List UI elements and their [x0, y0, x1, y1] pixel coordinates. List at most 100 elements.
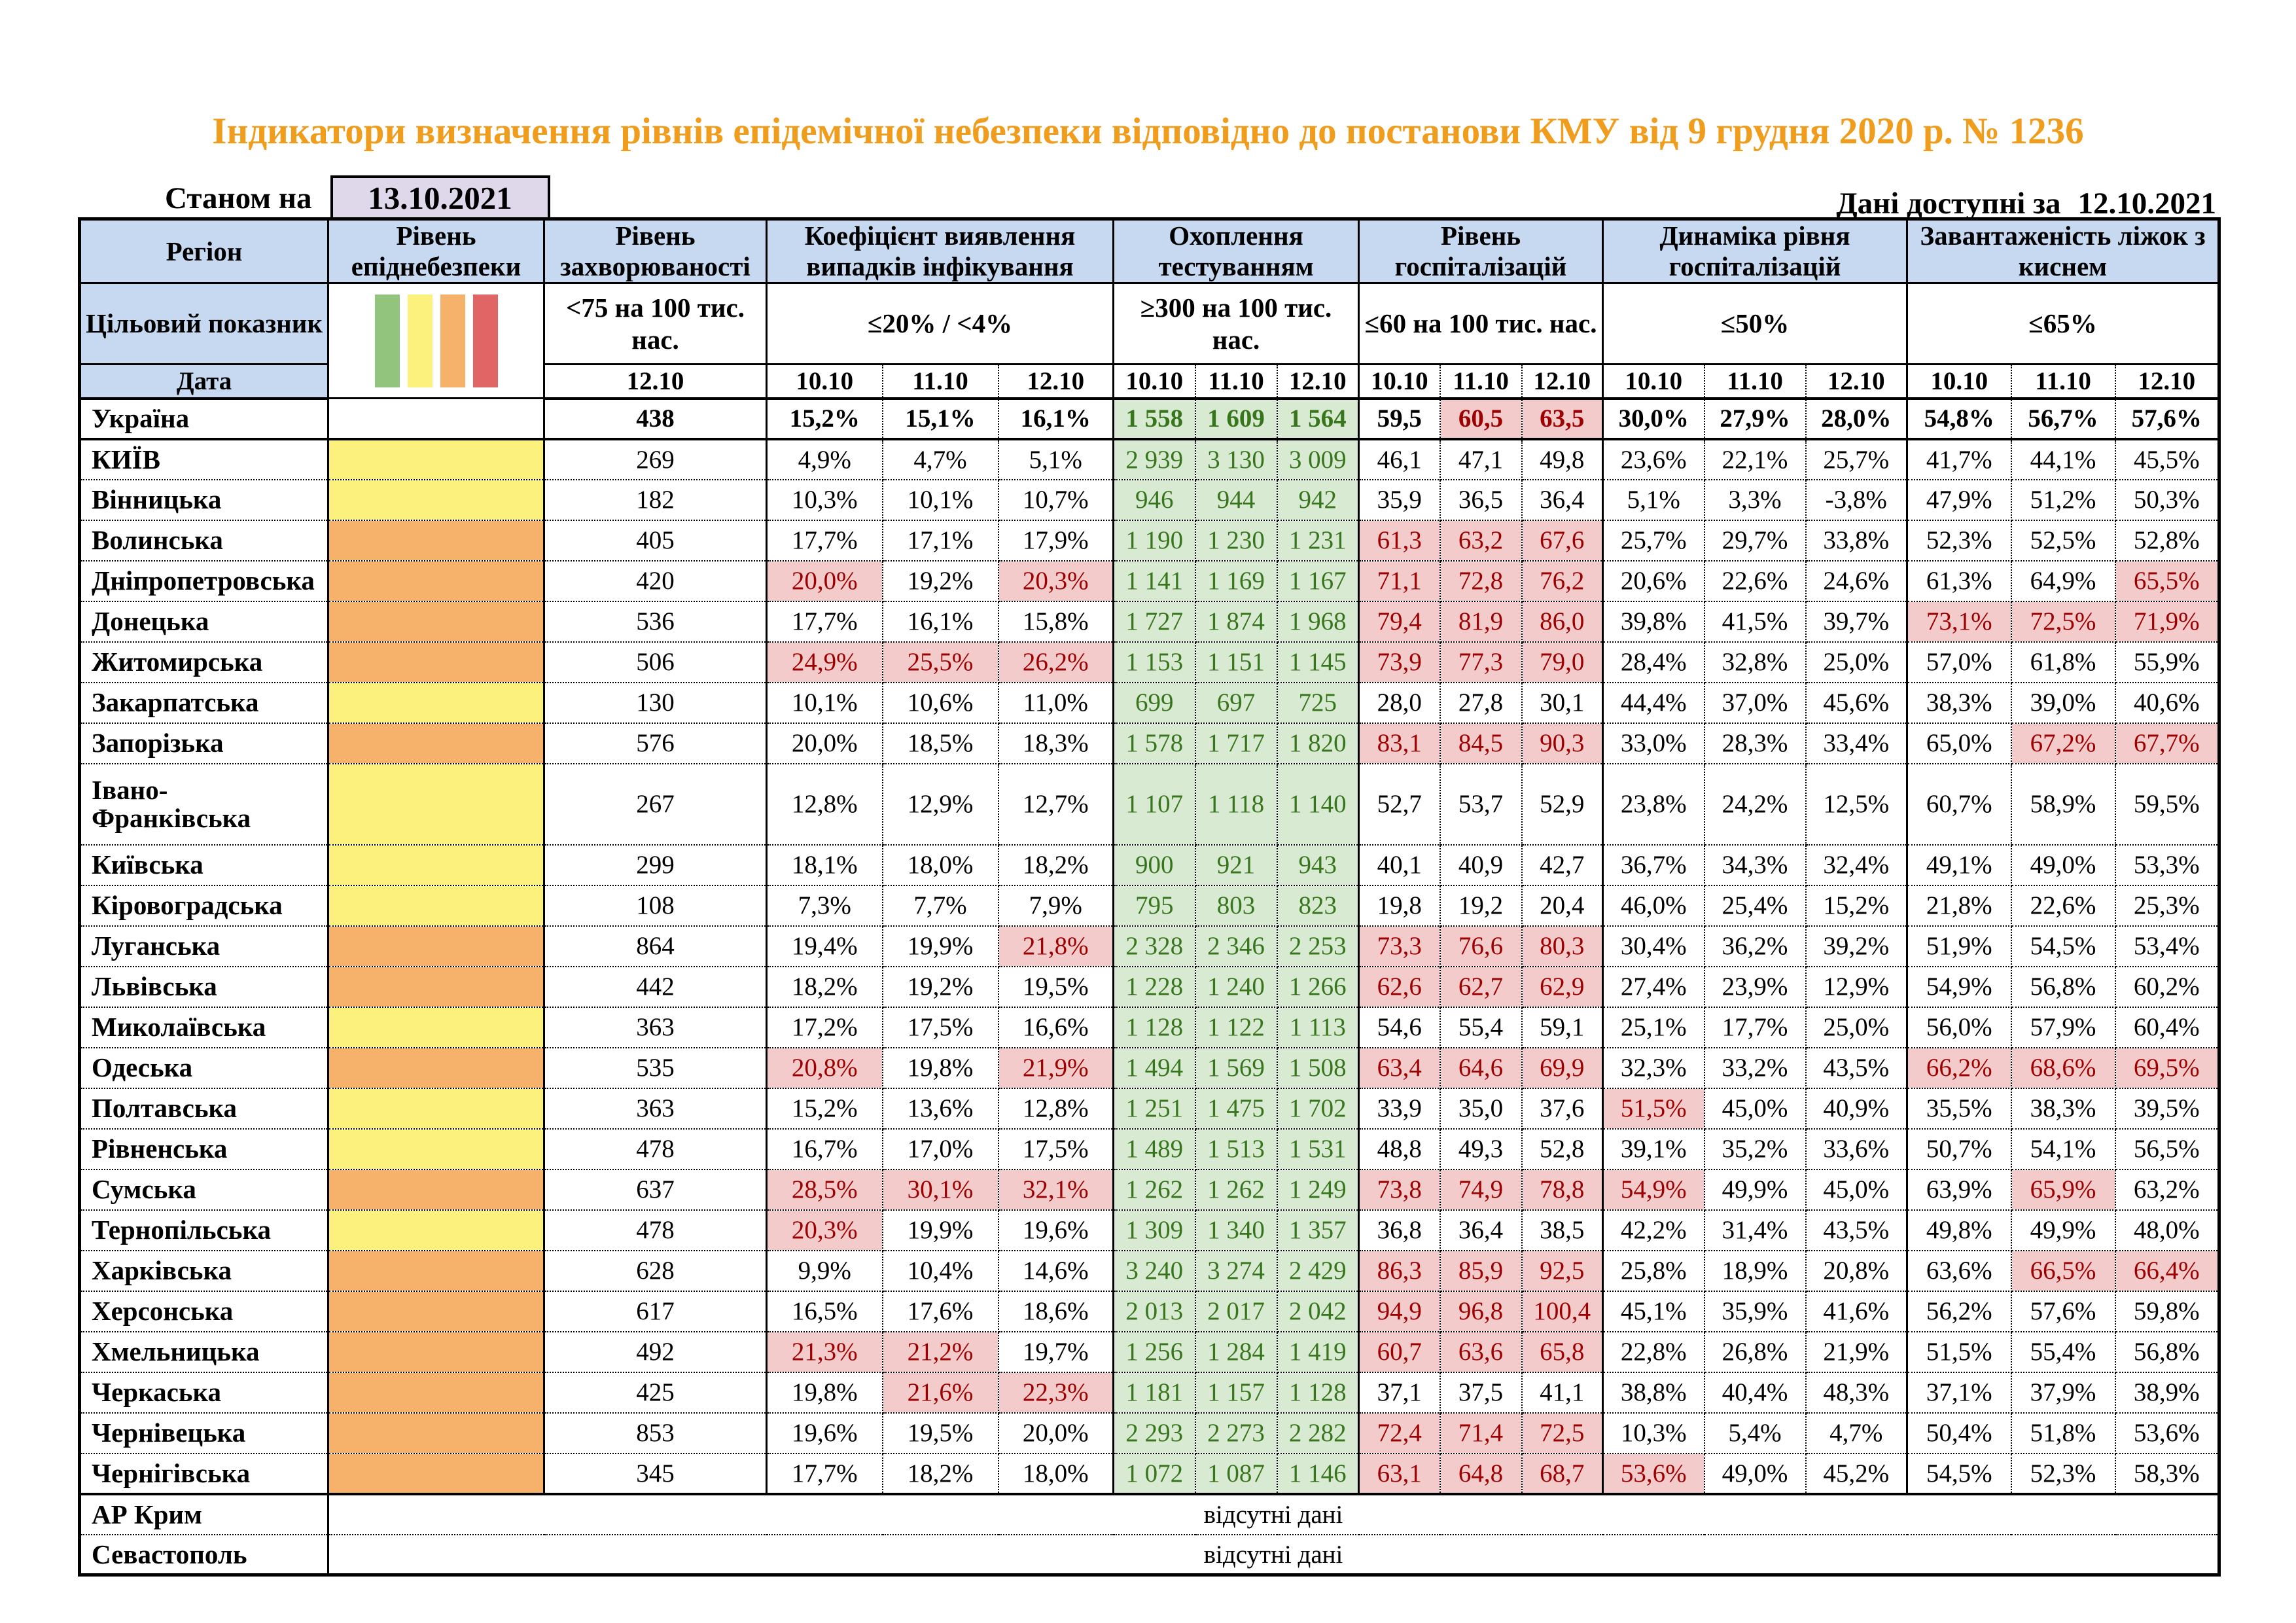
- hospitalization-cell: 63,5: [1521, 398, 1604, 440]
- oxygen-beds-cell: 52,3%: [1907, 520, 2012, 562]
- oxygen-beds-cell: 66,5%: [2011, 1250, 2116, 1292]
- dynamics-cell: 45,0%: [1805, 1169, 1909, 1211]
- testing-cell: 1 820: [1277, 722, 1360, 764]
- hospitalization-cell: 40,9: [1439, 844, 1523, 886]
- incidence-cell: 345: [544, 1453, 768, 1495]
- incidence-cell: 130: [544, 682, 768, 724]
- detection-cell: 5,1%: [998, 438, 1115, 480]
- hospitalization-cell: 59,1: [1521, 1007, 1604, 1048]
- testing-cell: 3 009: [1277, 438, 1360, 480]
- oxygen-beds-cell: 60,7%: [1907, 763, 2012, 846]
- table-row: Луганська 864 19,4% 19,9% 21,8% 2 328 2 346 2 2…: [79, 925, 2221, 967]
- hospitalization-cell: 76,6: [1439, 925, 1523, 967]
- as-of: Станом на 13.10.2021: [165, 175, 550, 221]
- hospitalization-cell: 100,4: [1521, 1291, 1604, 1332]
- testing-cell: 725: [1277, 682, 1360, 724]
- region-cell: Київська: [79, 844, 329, 886]
- testing-cell: 1 167: [1277, 560, 1360, 602]
- testing-cell: 921: [1195, 844, 1278, 886]
- oxygen-beds-cell: 57,9%: [2011, 1007, 2116, 1048]
- incidence-cell: 576: [544, 722, 768, 764]
- testing-cell: 1 513: [1195, 1128, 1278, 1170]
- detection-cell: 22,3%: [998, 1372, 1115, 1414]
- hospitalization-cell: 35,9: [1358, 479, 1441, 521]
- dynamics-cell: 45,6%: [1805, 682, 1909, 724]
- dynamics-cell: 23,6%: [1602, 438, 1705, 480]
- table-row: Україна 438 15,2% 15,1% 16,1% 1 558 1 609 1 564…: [79, 398, 2221, 440]
- testing-cell: 1 151: [1195, 641, 1278, 683]
- dynamics-cell: 28,3%: [1704, 722, 1807, 764]
- date-cell: 11.10: [1704, 364, 1807, 400]
- testing-cell: 1 122: [1195, 1007, 1278, 1048]
- detection-cell: 19,5%: [998, 966, 1115, 1008]
- detection-cell: 16,1%: [882, 601, 999, 643]
- table-row: Чернівецька 853 19,6% 19,5% 20,0% 2 293 2 273 2…: [79, 1412, 2221, 1454]
- testing-cell: 1 475: [1195, 1088, 1278, 1130]
- hospitalization-cell: 36,4: [1439, 1209, 1523, 1251]
- detection-cell: 18,0%: [882, 844, 999, 886]
- dynamics-cell: 22,6%: [1704, 560, 1807, 602]
- indicators-table: Регіон Рівень епіднебезпеки Рівень захво…: [78, 217, 2221, 1577]
- epidemic-level-cell: [328, 1250, 545, 1292]
- incidence-cell: 536: [544, 601, 768, 643]
- oxygen-beds-cell: 51,9%: [1907, 925, 2012, 967]
- epidemic-level-cell: [328, 1331, 545, 1373]
- detection-cell: 16,1%: [998, 398, 1115, 440]
- detection-cell: 19,5%: [882, 1412, 999, 1454]
- detection-cell: 20,0%: [766, 722, 883, 764]
- oxygen-beds-cell: 47,9%: [1907, 479, 2012, 521]
- oxygen-beds-cell: 53,3%: [2115, 844, 2221, 886]
- detection-cell: 18,5%: [882, 722, 999, 764]
- dynamics-cell: 5,1%: [1602, 479, 1705, 521]
- dynamics-cell: 30,0%: [1602, 398, 1705, 440]
- hospitalization-cell: 71,1: [1358, 560, 1441, 602]
- testing-cell: 2 042: [1277, 1291, 1360, 1332]
- detection-cell: 18,1%: [766, 844, 883, 886]
- date-cell: 11.10: [882, 364, 999, 400]
- incidence-cell: 864: [544, 925, 768, 967]
- hospitalization-cell: 61,3: [1358, 520, 1441, 562]
- hospitalization-cell: 20,4: [1521, 885, 1604, 927]
- dynamics-cell: 41,5%: [1704, 601, 1807, 643]
- incidence-cell: 363: [544, 1007, 768, 1048]
- dynamics-cell: -3,8%: [1805, 479, 1909, 521]
- detection-cell: 16,7%: [766, 1128, 883, 1170]
- incidence-cell: 182: [544, 479, 768, 521]
- testing-cell: 1 228: [1113, 966, 1196, 1008]
- oxygen-beds-cell: 59,5%: [2115, 763, 2221, 846]
- hospitalization-cell: 72,4: [1358, 1412, 1441, 1454]
- data-available-label: Дані доступні за: [1836, 187, 2061, 221]
- oxygen-beds-cell: 67,7%: [2115, 722, 2221, 764]
- incidence-cell: 108: [544, 885, 768, 927]
- oxygen-beds-cell: 49,1%: [1907, 844, 2012, 886]
- testing-cell: 1 128: [1277, 1372, 1360, 1414]
- testing-cell: 1 190: [1113, 520, 1196, 562]
- hospitalization-cell: 84,5: [1439, 722, 1523, 764]
- hospitalization-cell: 37,6: [1521, 1088, 1604, 1130]
- region-cell: Волинська: [79, 520, 329, 562]
- oxygen-beds-cell: 54,5%: [1907, 1453, 2012, 1495]
- oxygen-beds-cell: 71,9%: [2115, 601, 2221, 643]
- region-cell: Запорізька: [79, 722, 329, 764]
- oxygen-beds-cell: 41,7%: [1907, 438, 2012, 480]
- hospitalization-cell: 73,3: [1358, 925, 1441, 967]
- epidemic-level-cell: [328, 763, 545, 846]
- oxygen-beds-cell: 67,2%: [2011, 722, 2116, 764]
- oxygen-beds-cell: 56,5%: [2115, 1128, 2221, 1170]
- dynamics-cell: 35,9%: [1704, 1291, 1807, 1332]
- region-cell: Тернопільська: [79, 1209, 329, 1251]
- table-row: КИЇВ 269 4,9% 4,7% 5,1% 2 939 3 130 3 009 46,1 47…: [79, 438, 2221, 480]
- oxygen-beds-cell: 56,8%: [2115, 1331, 2221, 1373]
- testing-cell: 1 569: [1195, 1047, 1278, 1089]
- date-cell: 10.10: [766, 364, 883, 400]
- testing-cell: 1 578: [1113, 722, 1196, 764]
- dynamics-cell: 34,3%: [1704, 844, 1807, 886]
- testing-cell: 1 169: [1195, 560, 1278, 602]
- detection-cell: 18,2%: [998, 844, 1115, 886]
- epidemic-level-cell: [328, 925, 545, 967]
- target-row-label: Цільовий показник: [79, 283, 329, 366]
- dynamics-cell: 24,2%: [1704, 763, 1807, 846]
- dynamics-cell: 20,6%: [1602, 560, 1705, 602]
- col-group-hospital-level: Рівень госпіталізацій: [1358, 219, 1604, 285]
- region-cell: Житомирська: [79, 641, 329, 683]
